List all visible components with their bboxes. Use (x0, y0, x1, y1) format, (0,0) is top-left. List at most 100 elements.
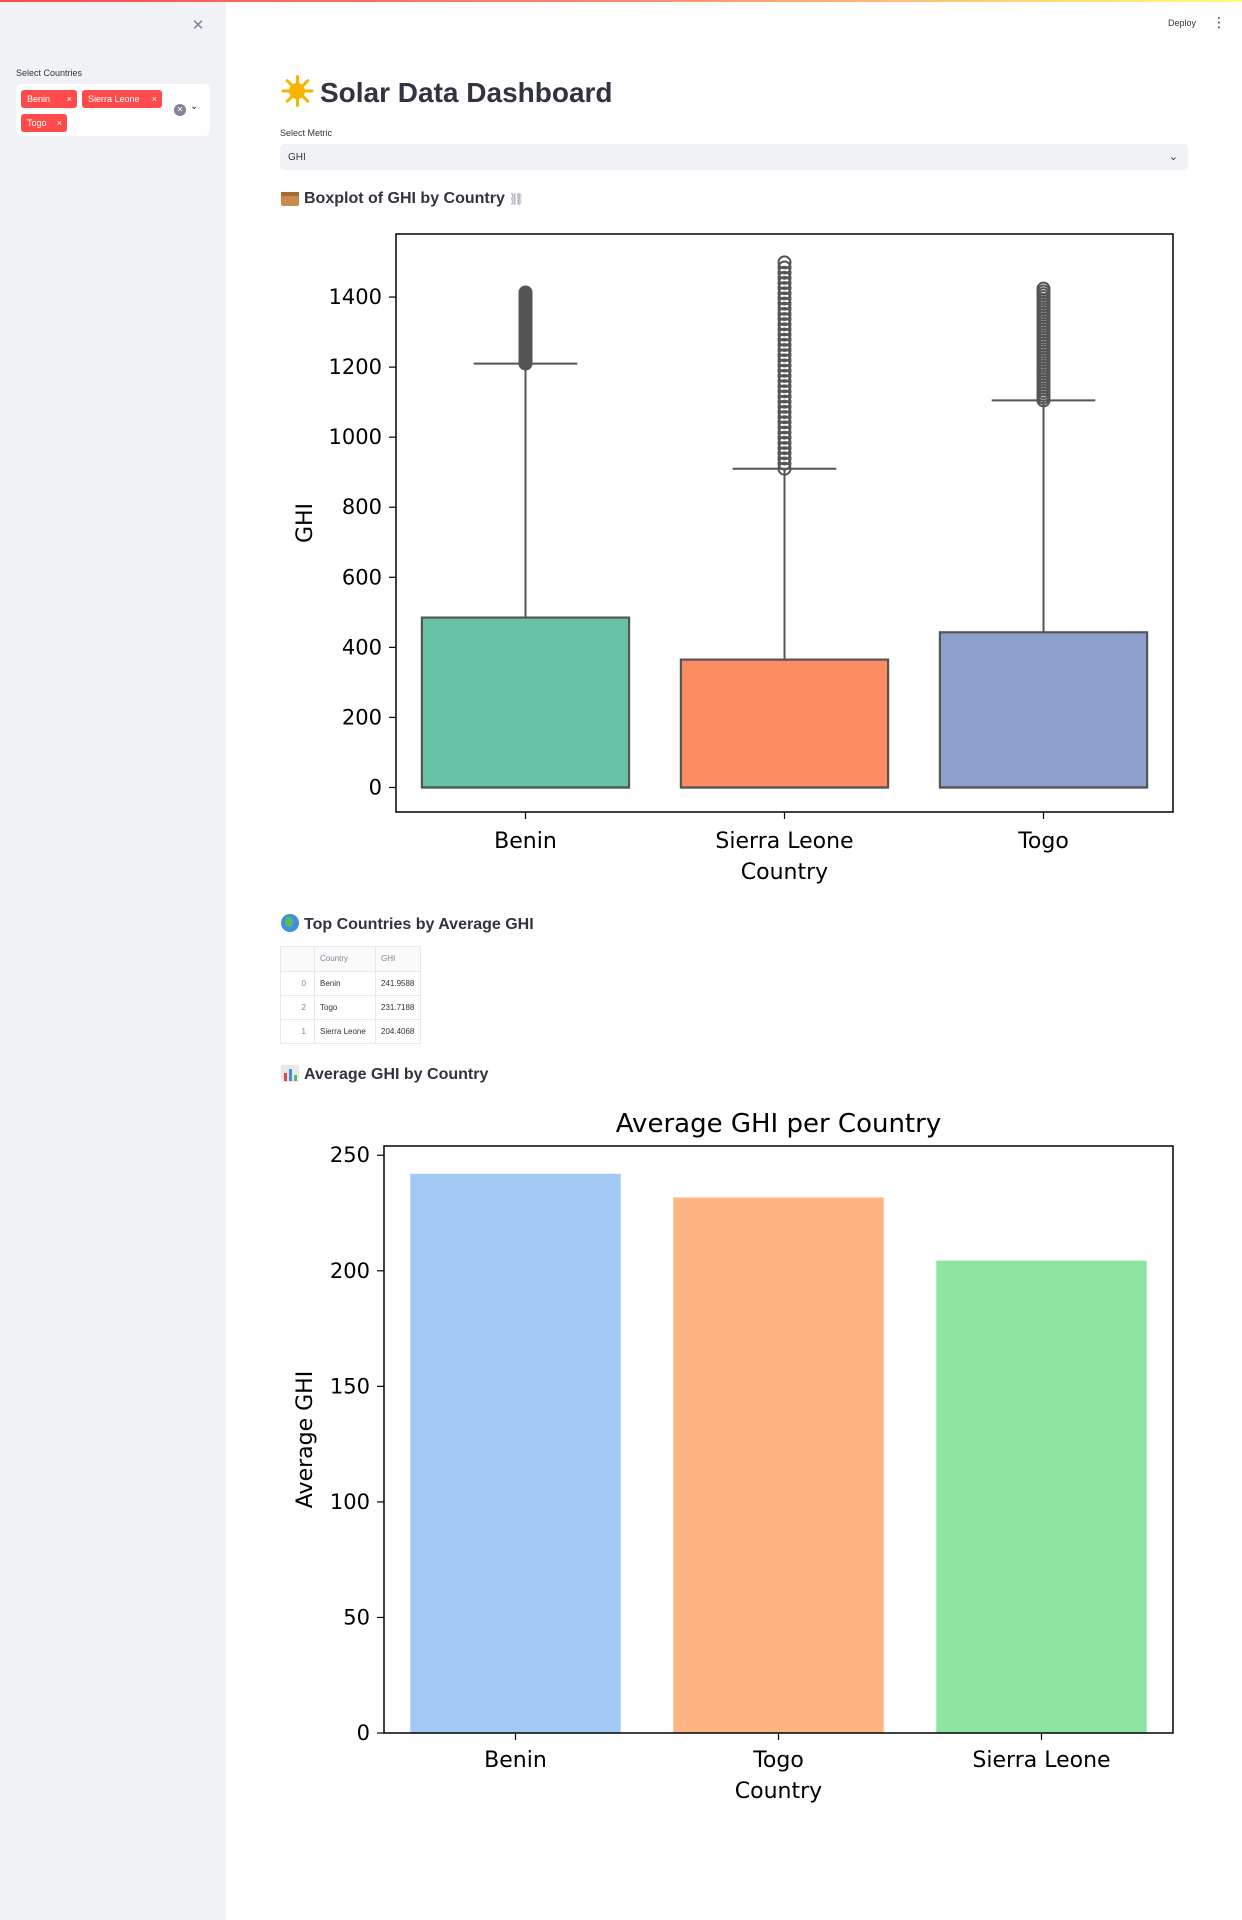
select-metric-label: Select Metric (280, 128, 333, 138)
outlier-point (777, 281, 792, 296)
row-index: 0 (281, 972, 315, 995)
box-benin (420, 616, 631, 789)
bar-section-title: Average GHI by Country (280, 1064, 488, 1084)
outlier-point (777, 410, 792, 425)
top-decoration-bar (0, 0, 1242, 2)
select-countries-label: Select Countries (16, 68, 83, 78)
outlier-point (777, 389, 792, 404)
tag-label: Benin (27, 94, 51, 104)
y-tick-label: 200 (330, 1259, 370, 1283)
outlier-point (777, 374, 792, 389)
outlier-point (777, 430, 792, 445)
outlier-point (777, 332, 792, 347)
row-ghi: 241.9588 (381, 979, 415, 988)
y-axis-label: GHI (293, 503, 318, 543)
outlier-point (777, 255, 792, 270)
country-header[interactable]: Country (315, 947, 376, 971)
bar-chart: Average GHI per Country Benin Togo Sierra L… (293, 1109, 1174, 1804)
outlier-point (777, 286, 792, 301)
y-tick-label: 0 (369, 775, 382, 799)
outlier-point (1036, 281, 1051, 296)
outlier-point (777, 425, 792, 440)
boxplot-chart: 0 200 400 600 800 1000 1200 1400 Benin Sierra Leo… (293, 233, 1174, 885)
sidebar: ✕ Select Countries Benin × Sierra Leone … (0, 2, 226, 1920)
outlier-point (777, 435, 792, 450)
x-tick-label: Benin (484, 1748, 547, 1773)
y-axis-label: Average GHI (293, 1371, 318, 1508)
table-row: 0 Benin 241.9588 (281, 971, 420, 995)
outlier-point (777, 296, 792, 311)
outlier-point (518, 285, 533, 300)
deploy-button[interactable]: Deploy (1168, 18, 1197, 28)
tag-label: Sierra Leone (88, 94, 140, 104)
bar-chart-icon (280, 1064, 300, 1082)
outlier-point (777, 379, 792, 394)
outlier-point (777, 420, 792, 435)
outlier-point (777, 265, 792, 280)
link-icon[interactable]: ⛓ (508, 192, 525, 206)
table-row: 2 Togo 231.7188 (281, 995, 420, 1019)
row-index: 1 (281, 1020, 315, 1043)
outlier-group (777, 255, 792, 476)
metric-select-value: GHI (288, 152, 306, 163)
globe-icon (280, 914, 300, 932)
chevron-down-icon: ⌄ (1168, 151, 1178, 163)
outlier-point (777, 404, 792, 419)
outlier-point (777, 399, 792, 414)
y-tick-label: 250 (330, 1143, 370, 1167)
y-tick-label: 400 (342, 635, 382, 659)
outlier-point (777, 337, 792, 352)
outlier-point (777, 322, 792, 337)
page-title-text: Solar Data Dashboard (320, 77, 613, 108)
countries-multiselect[interactable]: Benin × Sierra Leone × Togo × ✕ ⌄ (16, 84, 210, 136)
outlier-point (777, 312, 792, 327)
outlier-point (777, 348, 792, 363)
bar-togo (673, 1197, 884, 1733)
outlier-point (777, 394, 792, 409)
outlier-group (1036, 281, 1051, 408)
outlier-group (518, 285, 533, 371)
remove-tag-icon[interactable]: × (56, 118, 62, 128)
outlier-point (777, 306, 792, 321)
y-tick-label: 100 (330, 1490, 370, 1514)
outlier-point (777, 363, 792, 378)
top-countries-table[interactable]: Country GHI 0 Benin 241.9588 2 Togo 231.… (280, 946, 421, 1044)
plot-frame (383, 1145, 1174, 1734)
table-row: 1 Sierra Leone 204.4068 (281, 1019, 420, 1043)
boxplot-heading: Boxplot of GHI by Country (304, 190, 505, 207)
x-tick-label: Benin (494, 829, 557, 854)
outlier-point (777, 291, 792, 306)
boxplot-section-title: Boxplot of GHI by Country ⛓ (280, 188, 524, 208)
index-header (281, 947, 315, 971)
outlier-point (777, 384, 792, 399)
row-country: Togo (315, 996, 376, 1019)
bar-heading: Average GHI by Country (304, 1066, 489, 1083)
x-tick-label: Togo (1017, 829, 1069, 854)
tag-benin: Benin × (21, 90, 77, 108)
row-ghi: 204.4068 (381, 1027, 415, 1036)
outlier-point (777, 343, 792, 358)
outlier-point (777, 446, 792, 461)
outlier-point (777, 368, 792, 383)
metric-select[interactable]: GHI ⌄ (280, 144, 1188, 170)
outlier-point (777, 441, 792, 456)
clear-all-icon[interactable]: ✕ (174, 104, 186, 116)
remove-tag-icon[interactable]: × (66, 94, 72, 104)
ghi-header[interactable]: GHI (381, 954, 396, 963)
outlier-point (777, 270, 792, 285)
box-togo (938, 631, 1149, 789)
remove-tag-icon[interactable]: × (151, 94, 157, 104)
tag-sierra-leone: Sierra Leone × (82, 90, 162, 108)
y-tick-label: 200 (342, 705, 382, 729)
y-tick-label: 50 (343, 1605, 370, 1629)
row-index: 2 (281, 996, 315, 1019)
close-sidebar-icon[interactable]: ✕ (191, 17, 205, 34)
bar-sierra-leone (936, 1260, 1147, 1733)
chevron-down-icon[interactable]: ⌄ (190, 101, 199, 112)
outlier-point (777, 301, 792, 316)
tag-label: Togo (27, 118, 47, 128)
outlier-point (777, 358, 792, 373)
row-country: Benin (315, 972, 376, 995)
main-menu-icon[interactable]: ⋮ (1212, 14, 1226, 30)
x-axis-label: Country (741, 860, 828, 885)
